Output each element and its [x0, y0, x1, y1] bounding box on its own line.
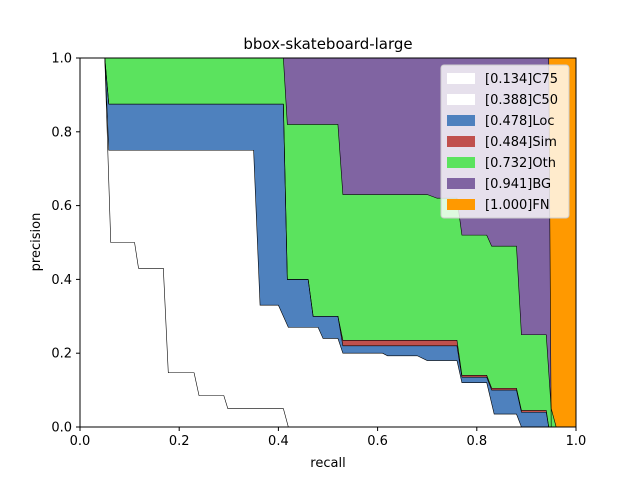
area-outline-1 [80, 57, 576, 428]
y-axis-ticks: 0.0 0.2 0.4 0.6 0.8 1.0 [51, 52, 80, 436]
x-tick-label: 0.6 [367, 434, 388, 449]
x-axis-ticks: 0.0 0.2 0.4 0.6 0.8 1.0 [70, 427, 587, 449]
x-tick-label: 0.2 [169, 434, 190, 449]
plot-frame [79, 57, 577, 428]
legend-label: [0.478]Loc [485, 114, 554, 129]
y-tick-label: 0.4 [51, 273, 72, 288]
legend-swatch [447, 94, 475, 105]
legend-swatch [447, 136, 475, 147]
area-outline-0 [80, 57, 576, 428]
y-tick-label: 0.8 [51, 125, 72, 140]
legend-label: [0.732]Oth [485, 156, 556, 171]
legend-swatch [447, 199, 475, 210]
y-axis-label: precision [29, 213, 44, 272]
legend-swatch [447, 178, 475, 189]
legend-swatch [447, 73, 475, 84]
legend-label: [0.484]Sim [485, 135, 557, 150]
x-tick-label: 0.4 [268, 434, 289, 449]
legend-label: [0.134]C75 [485, 72, 558, 87]
area-outline-3 [80, 57, 576, 428]
legend-label: [1.000]FN [485, 198, 550, 213]
x-tick-label: 1.0 [566, 434, 587, 449]
y-tick-label: 0.2 [51, 347, 72, 362]
area-0 [80, 58, 576, 427]
x-tick-label: 0.0 [70, 434, 91, 449]
y-tick-label: 1.0 [51, 52, 72, 67]
legend-swatch [447, 115, 475, 126]
x-axis-label: recall [310, 456, 345, 471]
chart-title: bbox-skateboard-large [243, 35, 412, 53]
y-tick-label: 0.0 [51, 421, 72, 436]
legend-label: [0.941]BG [485, 177, 551, 192]
legend-swatch [447, 157, 475, 168]
legend: [0.134]C75 [0.388]C50 [0.478]Loc [0.484]Sim… [440, 64, 570, 219]
area-outline-4 [80, 57, 576, 428]
legend-label: [0.388]C50 [485, 93, 558, 108]
x-tick-label: 0.8 [466, 434, 487, 449]
y-tick-label: 0.6 [51, 199, 72, 214]
